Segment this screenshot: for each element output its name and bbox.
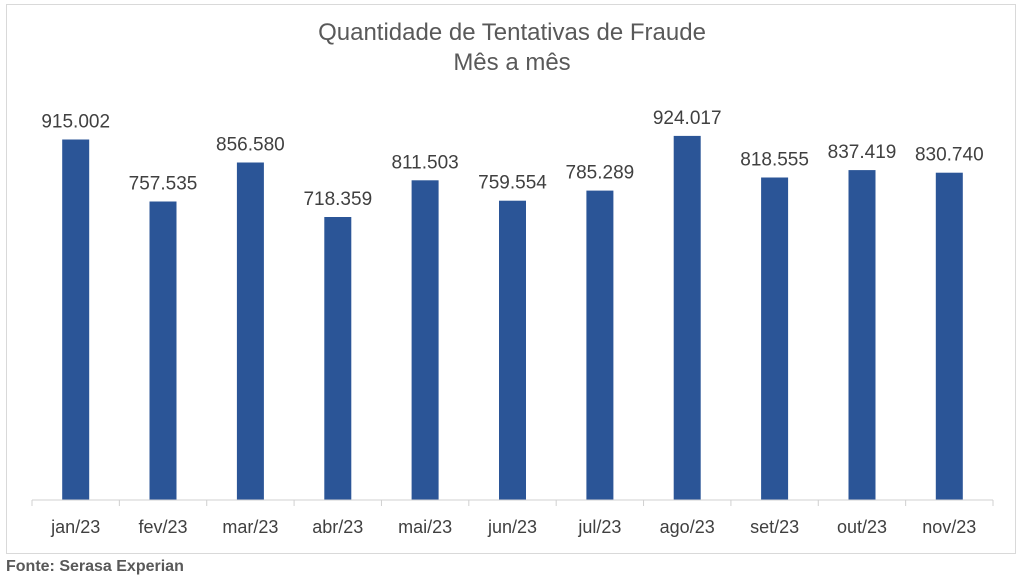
chart-title-block: Quantidade de Tentativas de Fraude Mês a… [0,18,1024,78]
bar-set-23 [761,177,789,500]
chart-title: Quantidade de Tentativas de Fraude [318,19,706,46]
bar-out-23 [848,170,876,500]
plot-area: 915.002 jan/23 757.535 fev/23 856.580 mar/23 7… [31,108,994,537]
data-label: 785.289 [566,163,635,184]
x-tick-label: set/23 [750,517,799,537]
bar-mai-23 [411,180,439,501]
x-tick-label: jun/23 [487,517,537,537]
data-label: 759.554 [478,173,547,194]
data-label: 757.535 [129,174,198,195]
bar-jan-23 [62,139,90,500]
x-tick-label: jul/23 [577,517,621,537]
bar-fev-23 [149,201,177,500]
bar-nov-23 [935,172,963,500]
data-label: 856.580 [216,135,285,156]
data-label: 924.017 [653,108,722,129]
x-tick-label: jan/23 [50,517,100,537]
x-tick-label: mar/23 [222,517,278,537]
x-tick-label: fev/23 [138,517,187,537]
data-label: 915.002 [41,112,110,133]
data-label: 811.503 [391,152,458,173]
bar-jun-23 [499,200,526,500]
source-note: Fonte: Serasa Experian [6,558,184,575]
bar-mar-23 [236,162,264,500]
chart-subtitle: Mês a mês [453,49,571,76]
x-tick-label: out/23 [837,517,887,537]
x-tick-label: ago/23 [660,517,715,537]
data-label: 837.419 [828,142,897,163]
data-label: 830.740 [915,145,984,166]
x-tick-label: nov/23 [922,517,976,537]
x-tick-label: mai/23 [398,517,452,537]
x-tick-label: abr/23 [312,517,363,537]
bar-ago-23 [673,135,701,500]
data-label: 718.359 [303,189,372,210]
data-label: 818.555 [740,150,809,171]
bar-abr-23 [324,217,352,500]
bar-jul-23 [586,190,614,500]
